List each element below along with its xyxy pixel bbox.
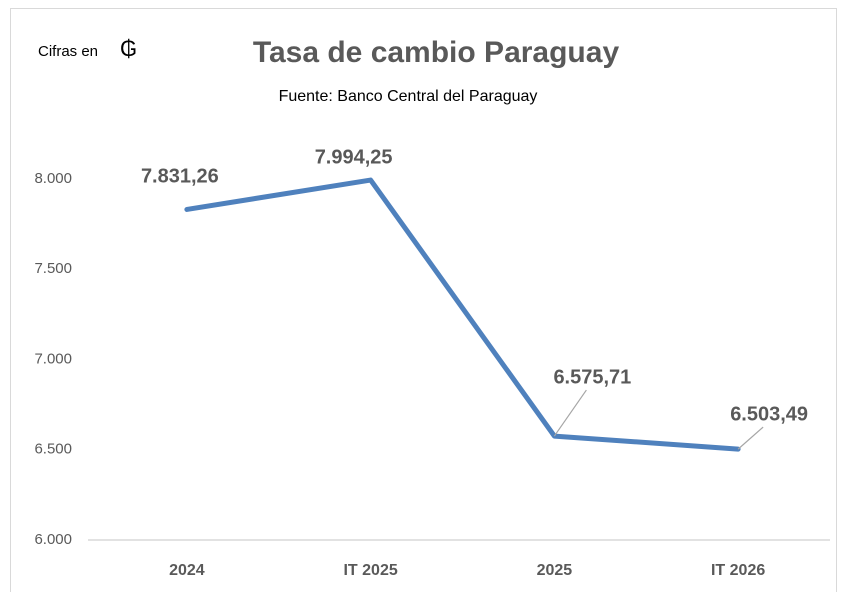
x-tick-label: IT 2025 (343, 562, 397, 579)
currency-symbol: ₲ (120, 36, 137, 61)
y-tick-label: 6.500 (34, 441, 72, 458)
leader-line (553, 389, 587, 437)
x-tick-label: 2025 (537, 562, 573, 579)
data-label: 7.994,25 (315, 146, 393, 168)
chart-subtitle: Fuente: Banco Central del Paraguay (279, 88, 538, 105)
y-tick-label: 7.500 (34, 260, 72, 277)
chart-title: Tasa de cambio Paraguay (253, 36, 620, 69)
chart-frame (10, 8, 837, 592)
data-label: 6.575,71 (553, 366, 631, 388)
y-tick-label: 6.000 (34, 531, 72, 548)
y-tick-label: 7.000 (34, 350, 72, 367)
line-series (184, 177, 741, 452)
leader-line (737, 426, 764, 450)
data-label: 7.831,26 (141, 166, 219, 188)
y-tick-label: 8.000 (34, 170, 72, 187)
x-tick-label: IT 2026 (711, 562, 765, 579)
x-tick-label: 2024 (169, 562, 205, 579)
data-label: 6.503,49 (730, 403, 808, 425)
annotation: Cifras en (38, 43, 98, 60)
